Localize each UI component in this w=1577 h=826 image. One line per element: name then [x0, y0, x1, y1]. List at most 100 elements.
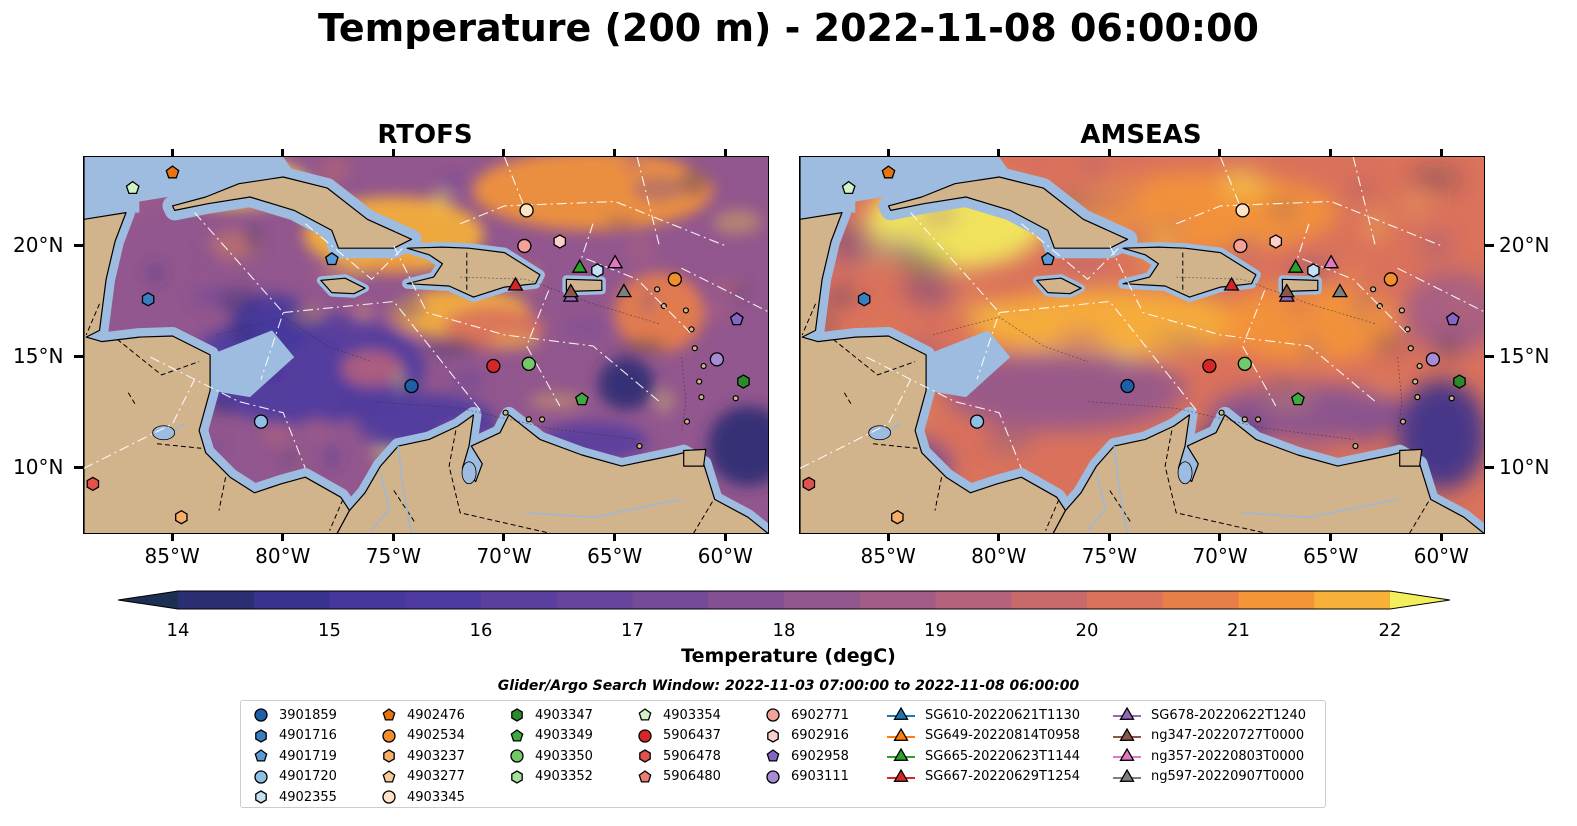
legend-marker — [766, 708, 780, 722]
colorbar-tick-label: 15 — [318, 620, 341, 641]
colorbar-extend-max — [1390, 591, 1450, 609]
lon-tick-mark — [1218, 533, 1222, 541]
colorbar-bin — [1162, 591, 1240, 609]
lon-tick-label: 70°W — [476, 544, 532, 568]
legend-item: 4903349 — [509, 726, 593, 746]
colorbar-tick-label: 14 — [166, 620, 190, 641]
observation-4903349 — [574, 392, 589, 406]
observation-ng357-20220803T0000 — [607, 254, 624, 269]
legend-item: 5906437 — [637, 726, 721, 746]
legend-item: 6902958 — [765, 746, 849, 766]
legend-item: SG678-20220622T1240 — [1113, 705, 1306, 725]
colorbar-bin — [859, 591, 937, 609]
lon-tick-label: 65°W — [587, 544, 643, 568]
legend-marker-pentagon — [254, 749, 268, 762]
lon-tick-label: 85°W — [860, 544, 916, 568]
lon-tick-mark — [1218, 149, 1222, 157]
legend-label: ng347-20220727T0000 — [1151, 728, 1305, 743]
colorbar-bin — [784, 591, 861, 609]
observation-6902916 — [553, 234, 567, 249]
legend-label: 4903345 — [407, 789, 465, 805]
observation-4902476 — [165, 165, 180, 179]
colorbar-bin — [632, 591, 709, 609]
legend-label: 6903111 — [791, 769, 849, 784]
legend-marker-triangle — [1113, 727, 1141, 741]
legend-marker-pentagon — [510, 728, 524, 742]
lat-tick-mark — [1484, 243, 1494, 247]
observation-4903349 — [1290, 392, 1305, 406]
legend-item: 5906478 — [637, 746, 721, 766]
legend-marker-hexagon — [767, 728, 779, 743]
colorbar-bin — [405, 591, 482, 609]
observation-5906478 — [802, 476, 816, 492]
colorbar-tick-label: 20 — [1075, 620, 1099, 641]
observation-4903347 — [1453, 374, 1466, 389]
lon-tick-mark — [170, 149, 174, 157]
amseas-temperature-map — [800, 157, 1484, 533]
lon-tick-mark — [723, 533, 727, 541]
legend-label: SG667-20220629T1254 — [925, 769, 1081, 784]
lon-tick-mark — [391, 533, 395, 541]
observation-6903111 — [709, 352, 725, 367]
legend-marker-hexagon — [255, 728, 267, 743]
observation-4902355 — [1307, 263, 1320, 278]
legend-marker-circle — [510, 749, 524, 763]
panel-title-amseas: AMSEAS — [1080, 120, 1202, 150]
legend-marker-pentagon — [638, 708, 652, 721]
legend-marker — [383, 749, 395, 763]
lat-tick-mark — [1484, 466, 1494, 470]
legend-marker-pentagon — [382, 708, 396, 721]
observation-5906437 — [486, 358, 501, 374]
legend-marker-triangle — [887, 747, 915, 761]
lon-tick-mark — [1107, 149, 1111, 157]
legend-label: ng597-20220907T0000 — [1151, 769, 1305, 784]
lon-tick-mark — [1439, 149, 1443, 157]
lat-tick-mark — [74, 355, 84, 359]
observation-6902916 — [1269, 234, 1283, 249]
observation-4901716 — [141, 292, 155, 307]
observation-4901719 — [324, 251, 339, 266]
legend-marker-pentagon — [638, 769, 652, 783]
legend-item: SG610-20220621T1130 — [887, 705, 1080, 725]
legend-label: 4902534 — [407, 728, 465, 743]
colorbar-tick-label: 21 — [1227, 620, 1250, 641]
observation-6902771 — [1233, 238, 1248, 254]
lon-tick-mark — [613, 149, 617, 157]
lon-tick-mark — [1329, 149, 1333, 157]
legend-marker — [767, 728, 779, 743]
legend-label: 6902916 — [791, 728, 849, 743]
observation-ng347-20220727T0000 — [1278, 283, 1295, 298]
lon-tick-mark — [1329, 533, 1333, 541]
observation-4902476 — [881, 165, 896, 179]
legend-item: 4903237 — [381, 746, 465, 766]
map-panel-rtofs — [83, 156, 769, 534]
lon-tick-label: 75°W — [365, 544, 422, 568]
colorbar-bin — [178, 591, 255, 609]
legend-item: 4901716 — [253, 726, 337, 746]
legend-marker-circle — [254, 769, 268, 784]
observation-4903345 — [1235, 203, 1250, 218]
legend-marker — [893, 706, 909, 720]
legend-marker — [1119, 706, 1135, 720]
legend-marker-hexagon — [383, 749, 395, 763]
legend-item: SG667-20220629T1254 — [887, 767, 1080, 787]
observation-3901859 — [404, 378, 419, 394]
legend-marker-triangle — [887, 768, 915, 782]
colorbar-tick-label: 18 — [772, 620, 796, 641]
legend-marker-circle — [766, 708, 780, 722]
legend-label: 4903350 — [535, 748, 593, 764]
legend-item: SG665-20220623T1144 — [887, 746, 1080, 766]
legend-marker — [510, 749, 524, 763]
legend-marker-circle — [766, 769, 780, 784]
legend-marker-hexagon — [511, 769, 523, 784]
lon-tick-mark — [281, 533, 285, 541]
legend-marker — [766, 749, 780, 762]
lon-tick-mark — [997, 533, 1001, 541]
legend-item: 4903352 — [509, 767, 593, 787]
observation-ng597-20220907T0000 — [615, 283, 633, 298]
legend-marker — [893, 727, 909, 741]
legend-label: 4903354 — [663, 707, 721, 723]
legend-item: 4903354 — [637, 705, 721, 725]
observation-4903354 — [125, 180, 140, 195]
observation-ng357-20220803T0000 — [1323, 254, 1340, 269]
